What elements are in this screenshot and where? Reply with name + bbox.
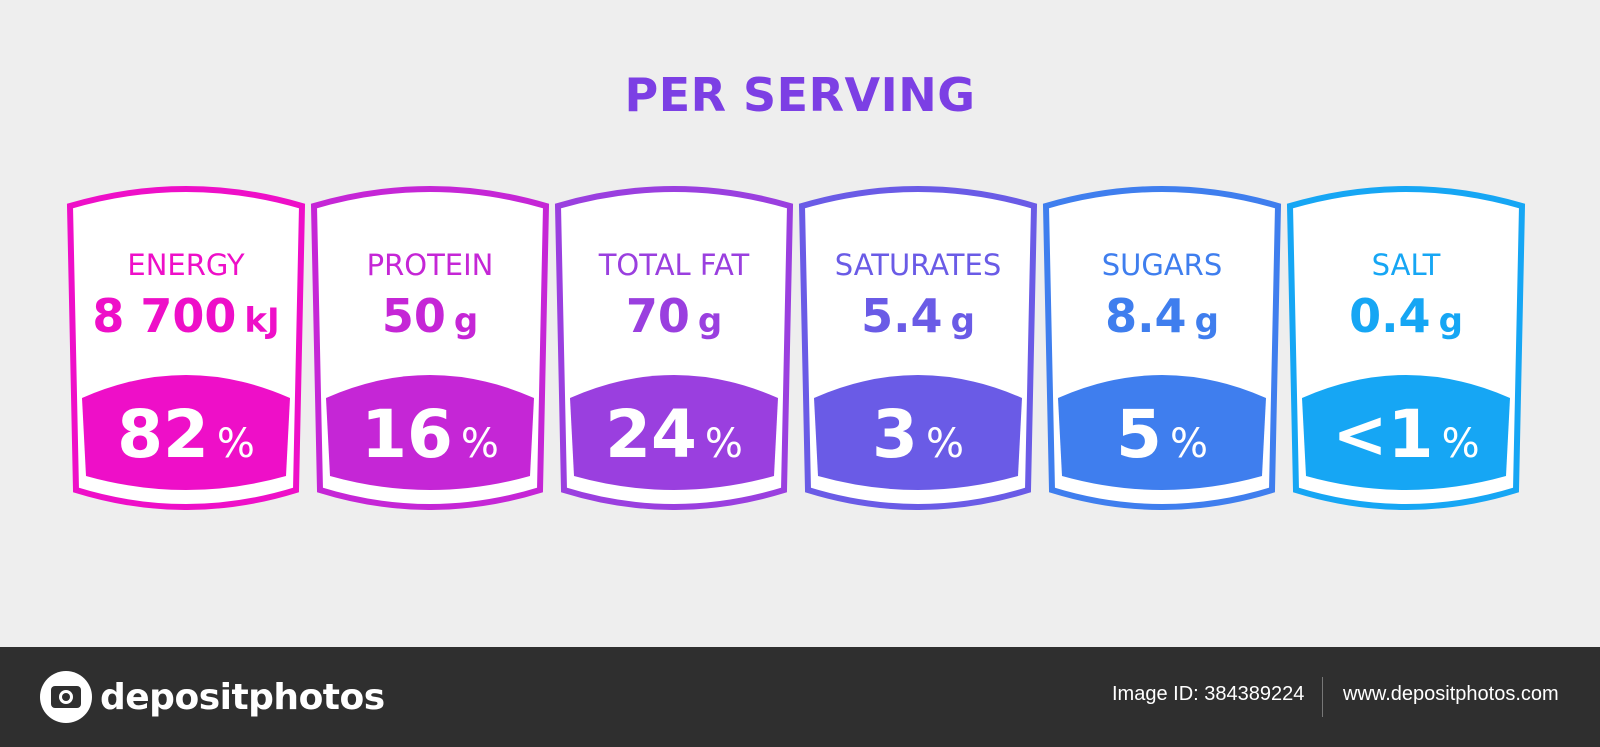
- nutrient-name: SUGARS: [1101, 248, 1223, 282]
- footer-divider: [1322, 677, 1323, 717]
- amount-unit: g: [453, 301, 479, 341]
- label-sugars: SUGARS 8.4 g 5%: [1042, 184, 1282, 510]
- label-frame: [66, 186, 306, 510]
- amount-value: 70: [625, 289, 690, 343]
- label-frame: [554, 186, 794, 510]
- amount-value: 50: [381, 289, 446, 343]
- percent-number: <1: [1332, 396, 1434, 473]
- label-saturates: SATURATES 5.4 g 3%: [798, 184, 1038, 510]
- image-id-label: Image ID:: [1112, 683, 1199, 705]
- percent-number: 16: [361, 396, 453, 473]
- amount-value: 5.4: [861, 289, 943, 343]
- label-frame: [1286, 186, 1526, 510]
- nutrient-amount: 0.4 g: [1286, 289, 1526, 343]
- percent-value: <1%: [1286, 396, 1526, 473]
- label-salt: SALT 0.4 g <1%: [1286, 184, 1526, 510]
- image-id: Image ID: 384389224: [1112, 683, 1304, 706]
- label-protein: PROTEIN 50 g 16%: [310, 184, 550, 510]
- percent-symbol: %: [216, 421, 255, 467]
- image-id-value: 384389224: [1204, 683, 1305, 705]
- amount-unit: kJ: [244, 301, 280, 341]
- percent-number: 82: [117, 396, 209, 473]
- amount-unit: g: [697, 301, 723, 341]
- nutrient-name: ENERGY: [127, 248, 245, 282]
- nutrient-name: SALT: [1371, 248, 1441, 282]
- percent-value: 16%: [310, 396, 550, 473]
- site-url[interactable]: www.depositphotos.com: [1343, 683, 1559, 705]
- brand-logo[interactable]: depositphotos: [40, 669, 385, 725]
- nutrient-amount: 70 g: [554, 289, 794, 343]
- percent-symbol: %: [1441, 421, 1480, 467]
- percent-number: 5: [1116, 396, 1162, 473]
- amount-value: 8 700: [92, 289, 237, 343]
- percent-symbol: %: [704, 421, 743, 467]
- amount-unit: g: [1438, 301, 1463, 341]
- nutrient-amount: 50 g: [310, 289, 550, 343]
- footer-bar: depositphotos Image ID: 384389224 www.de…: [0, 647, 1600, 747]
- amount-unit: g: [950, 301, 975, 341]
- nutrition-labels: ENERGY 8 700 kJ 82% PROTEIN 50 g 16%: [66, 184, 1526, 510]
- label-total-fat: TOTAL FAT 70 g 24%: [554, 184, 794, 510]
- label-frame: [798, 186, 1038, 510]
- nutrient-amount: 8 700 kJ: [66, 289, 306, 343]
- nutrient-name: SATURATES: [834, 248, 1002, 282]
- nutrient-amount: 8.4 g: [1042, 289, 1282, 343]
- percent-value: 5%: [1042, 396, 1282, 473]
- percent-symbol: %: [460, 421, 499, 467]
- percent-value: 82%: [66, 396, 306, 473]
- percent-symbol: %: [925, 421, 964, 467]
- percent-number: 24: [605, 396, 697, 473]
- nutrient-name: TOTAL FAT: [598, 248, 750, 282]
- label-energy: ENERGY 8 700 kJ 82%: [66, 184, 306, 510]
- percent-value: 3%: [798, 396, 1038, 473]
- label-frame: [310, 186, 550, 510]
- amount-unit: g: [1194, 301, 1219, 341]
- main-area: PER SERVING ENERGY 8 700 kJ 82% PROTEIN 5…: [66, 68, 1526, 510]
- brand-name: depositphotos: [100, 676, 385, 718]
- nutrient-amount: 5.4 g: [798, 289, 1038, 343]
- percent-number: 3: [872, 396, 918, 473]
- percent-symbol: %: [1169, 421, 1208, 467]
- nutrient-name: PROTEIN: [366, 248, 494, 282]
- camera-icon: [40, 671, 92, 723]
- page-title: PER SERVING: [624, 68, 976, 122]
- percent-value: 24%: [554, 396, 794, 473]
- amount-value: 0.4: [1349, 289, 1431, 343]
- amount-value: 8.4: [1105, 289, 1187, 343]
- label-frame: [1042, 186, 1282, 510]
